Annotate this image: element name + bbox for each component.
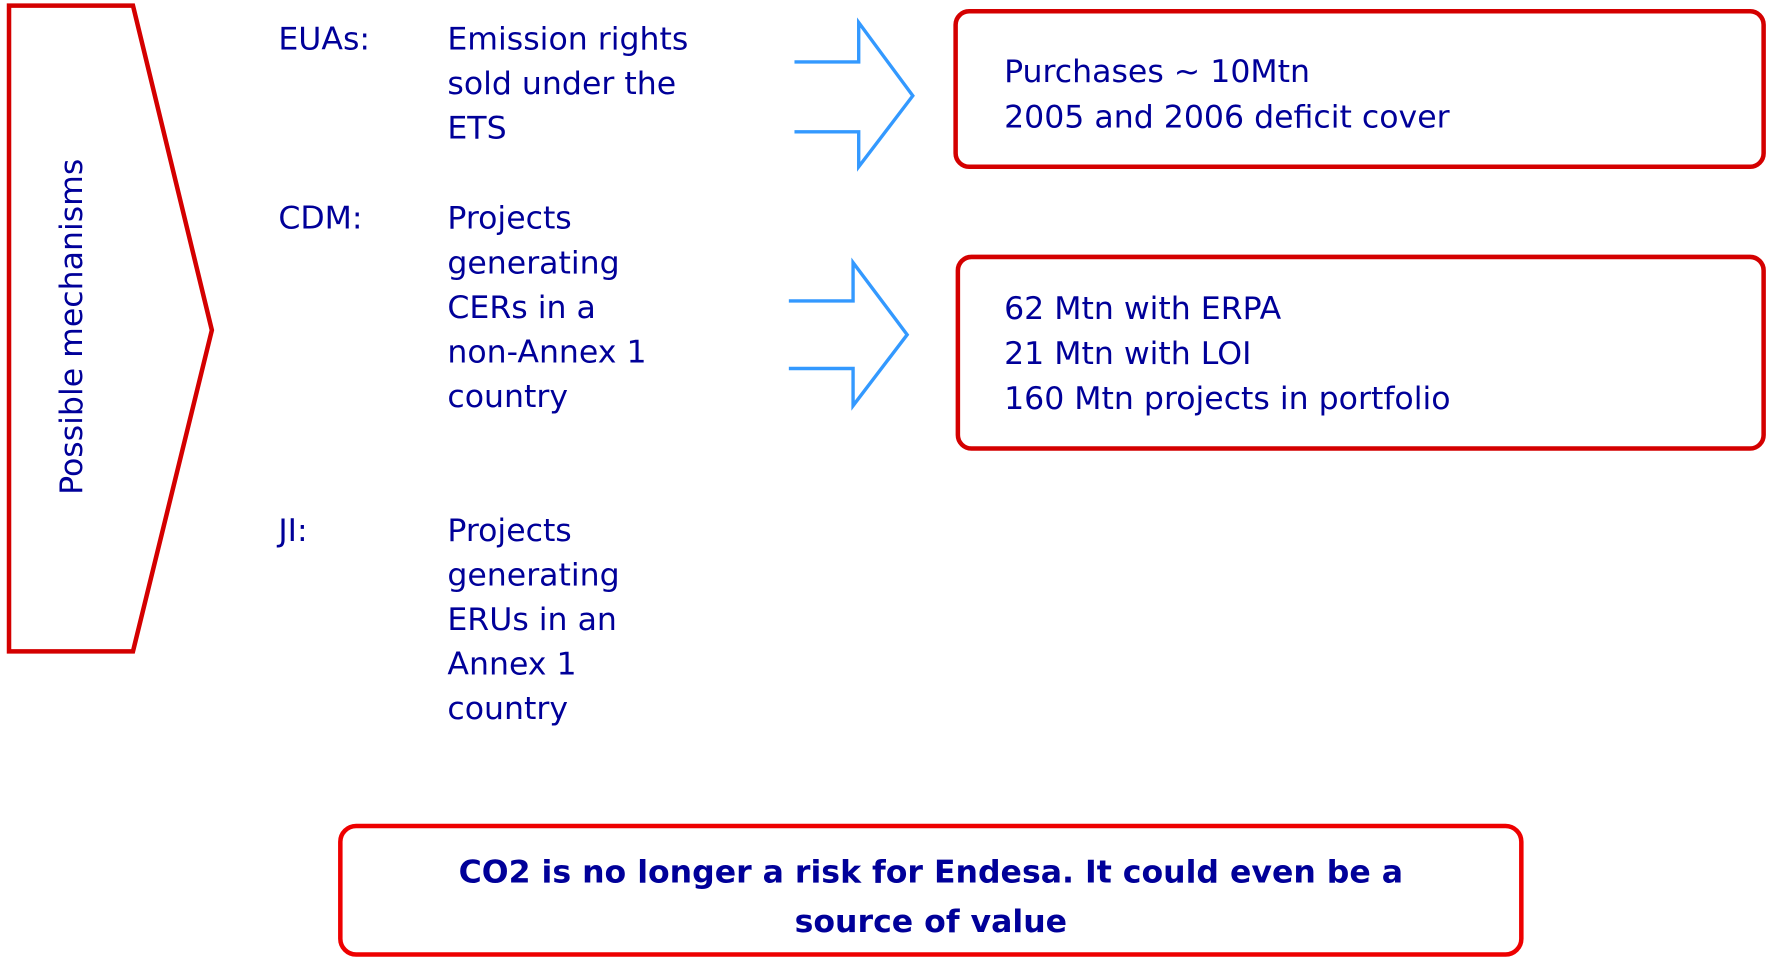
mechanism-text: Projects xyxy=(447,201,571,237)
mechanism-term: JI: xyxy=(276,513,307,549)
side-label: Possible mechanisms xyxy=(54,159,90,495)
mechanism-text: non-Annex 1 xyxy=(447,334,646,370)
result-box xyxy=(953,9,1766,170)
result-text: 160 Mtn projects in portfolio xyxy=(1004,381,1451,417)
result-text: Purchases ~ 10Mtn xyxy=(1004,54,1310,90)
mechanism-text: country xyxy=(447,379,568,415)
conclusion-text: source of value xyxy=(795,904,1067,940)
mechanism-term: CDM: xyxy=(278,201,362,237)
mechanism-text: CERs in a xyxy=(447,290,595,326)
mechanism-text: generating xyxy=(447,245,619,281)
mechanism-text: Projects xyxy=(447,513,571,549)
arrow xyxy=(788,257,910,411)
mechanism-text: Annex 1 xyxy=(447,646,576,682)
arrow xyxy=(794,17,915,172)
result-text: 62 Mtn with ERPA xyxy=(1004,291,1282,327)
conclusion-box xyxy=(338,823,1524,957)
mechanism-text: ERUs in an xyxy=(447,602,617,638)
mechanism-text: Emission rights xyxy=(447,22,688,58)
result-box xyxy=(955,254,1766,451)
side-pentagon xyxy=(6,3,215,654)
conclusion-text: CO2 is no longer a risk for Endesa. It c… xyxy=(459,854,1403,890)
mechanism-text: ETS xyxy=(447,111,506,147)
mechanism-text: country xyxy=(447,691,568,727)
result-text: 2005 and 2006 deficit cover xyxy=(1004,99,1450,135)
mechanism-text: sold under the xyxy=(447,66,676,102)
mechanism-term: EUAs: xyxy=(278,22,370,58)
mechanism-text: generating xyxy=(447,557,619,593)
result-text: 21 Mtn with LOI xyxy=(1004,336,1251,372)
